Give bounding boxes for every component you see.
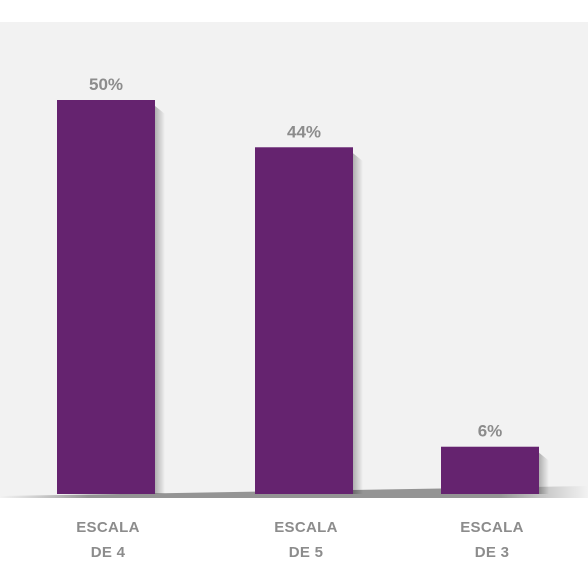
- category-label: ESCALA: [274, 519, 337, 536]
- category-label: DE 5: [289, 544, 324, 561]
- labels-layer: 50% ESCALA DE 4 44% ESCALA DE 5 6% ESCALA DE 3: [76, 75, 523, 561]
- category-label: DE 4: [91, 544, 126, 561]
- category-label: ESCALA: [460, 519, 523, 536]
- data-label: 6%: [478, 422, 503, 441]
- data-label: 50%: [89, 75, 123, 94]
- bars-layer: [57, 100, 549, 494]
- bar: [57, 100, 155, 494]
- bar: [255, 147, 353, 494]
- category-label: ESCALA: [76, 519, 139, 536]
- bar-shadow: [155, 106, 165, 494]
- data-label: 44%: [287, 122, 321, 141]
- bar-shadow: [353, 153, 363, 494]
- bar: [441, 446, 539, 494]
- category-label: DE 3: [475, 544, 510, 561]
- bar-shadow: [539, 452, 549, 494]
